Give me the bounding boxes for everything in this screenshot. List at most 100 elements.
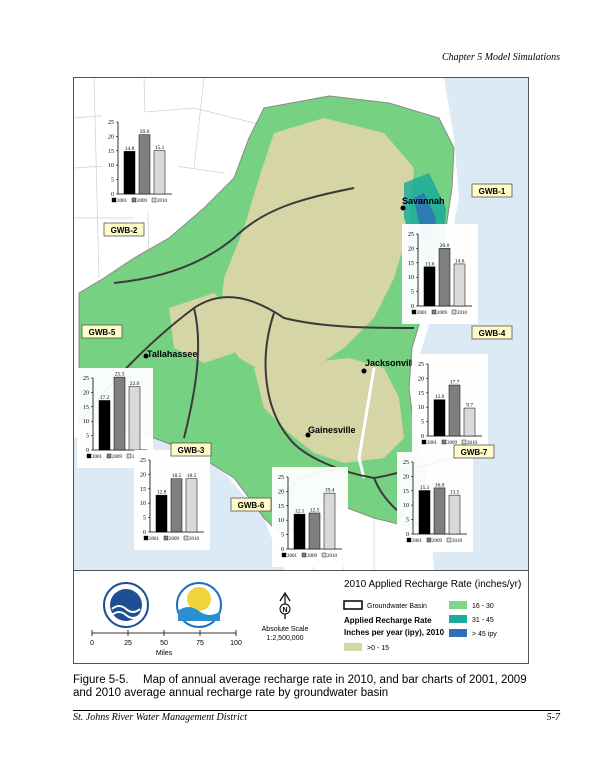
city-markers: Savannah Tallahassee Jacksonville Gaines… xyxy=(143,196,445,438)
basin-callout-text-gwb-6: GWB-6 xyxy=(238,501,265,510)
legend-swatch-gwb-7-2009 xyxy=(426,537,432,543)
y-tick-label-gwb-1-1: 5 xyxy=(411,290,414,296)
city-label-gainesville: Gainesville xyxy=(308,425,356,435)
basin-boundaries xyxy=(78,187,455,529)
bar-gwb-7-2009 xyxy=(433,487,446,535)
legend-label-gwb-2-2001: 2001 xyxy=(117,199,128,204)
y-tick-label-gwb-4-3: 15 xyxy=(418,391,424,397)
legend-label-gwb-6-2001: 2001 xyxy=(287,554,298,559)
partner-logo xyxy=(176,582,222,628)
legend-swatch-gwb-6-2009 xyxy=(301,552,307,558)
class-label-0: >0 - 15 xyxy=(367,645,389,652)
legend-label-gwb-4-2010: 2010 xyxy=(467,441,478,446)
y-tick-label-gwb-5-5: 25 xyxy=(83,376,89,382)
bar-gwb-4-2001 xyxy=(433,399,446,437)
legend-label-gwb-5-2009: 2009 xyxy=(112,455,123,460)
bar-gwb-6-2001 xyxy=(293,513,306,550)
basin-label-gwb-6: GWB-6 xyxy=(230,497,272,512)
data-label-gwb-6-2001: 12.1 xyxy=(295,509,305,515)
legend-label-gwb-4-2009: 2009 xyxy=(447,441,458,446)
y-tick-label-gwb-1-0: 0 xyxy=(411,304,414,310)
bar-gwb-5-2010 xyxy=(128,386,141,451)
y-tick-label-gwb-2-0: 0 xyxy=(111,192,114,198)
legend-label-gwb-3-2010: 2010 xyxy=(189,537,200,542)
y-tick-label-gwb-6-1: 5 xyxy=(281,533,284,539)
y-tick-label-gwb-2-4: 20 xyxy=(108,134,114,140)
y-tick-label-gwb-2-5: 25 xyxy=(108,120,114,126)
legend-swatch-gwb-1-2009 xyxy=(431,309,437,315)
scale-label: Absolute Scale xyxy=(262,626,309,633)
y-tick-label-gwb-4-5: 25 xyxy=(418,362,424,368)
st-johns-river xyxy=(357,367,376,479)
legend-label-gwb-7-2001: 2001 xyxy=(412,539,423,544)
low-recharge-zone-west xyxy=(169,293,239,363)
city-label-jacksonville: Jacksonville xyxy=(365,358,419,368)
y-tick-label-gwb-5-4: 20 xyxy=(83,390,89,396)
basin-callout-box-gwb-1 xyxy=(471,183,513,198)
city-dot-savannah xyxy=(400,205,406,211)
basin-callout-text-gwb-3: GWB-3 xyxy=(178,446,205,455)
data-label-gwb-3-2001: 12.8 xyxy=(157,490,167,496)
basin-callout-box-gwb-6 xyxy=(230,497,272,512)
basin-label-gwb-2: GWB-2 xyxy=(103,222,145,237)
data-label-gwb-2-2009: 20.6 xyxy=(140,129,150,135)
y-tick-label-gwb-3-1: 5 xyxy=(143,516,146,522)
y-tick-label-gwb-3-3: 15 xyxy=(140,487,146,493)
data-label-gwb-5-2009: 25.3 xyxy=(115,372,125,378)
y-tick-label-gwb-7-0: 0 xyxy=(406,532,409,538)
y-tick-label-gwb-7-3: 15 xyxy=(403,489,409,495)
y-tick-label-gwb-1-2: 10 xyxy=(408,275,414,281)
basin-callout-box-gwb-5 xyxy=(81,324,123,339)
y-tick-label-gwb-6-3: 15 xyxy=(278,504,284,510)
basin-label-gwb-3: GWB-3 xyxy=(170,442,212,457)
bar-gwb-1-2001 xyxy=(423,266,436,307)
y-tick-label-gwb-7-1: 5 xyxy=(406,518,409,524)
legend-swatch-gwb-7-2010 xyxy=(446,537,452,543)
city-dot-jacksonville xyxy=(361,368,367,374)
scale-unit: Miles xyxy=(156,650,173,657)
y-tick-label-gwb-6-5: 25 xyxy=(278,475,284,481)
low-recharge-zone-north xyxy=(219,118,414,378)
footer-rule xyxy=(73,710,560,711)
legend-swatch-gwb-6-2001 xyxy=(281,552,287,558)
city-dot-tallahassee xyxy=(143,353,149,359)
basin-legend-label: Groundwater Basin xyxy=(367,603,427,610)
basin-swatch xyxy=(343,600,363,610)
sjr-logo xyxy=(103,582,149,628)
bar-gwb-3-2001 xyxy=(155,494,168,533)
y-tick-label-gwb-4-1: 5 xyxy=(421,420,424,426)
data-label-gwb-4-2009: 17.7 xyxy=(450,380,460,386)
scale-tick-50: 50 xyxy=(160,640,168,647)
footer-organization: St. Johns River Water Management Distric… xyxy=(73,712,248,723)
chart-gwb-7: 0 5 10 15 20 25 15.1 16.0 13.5 2001 2009 2010 xyxy=(397,452,473,552)
chart-gwb-4: 0 5 10 15 20 25 12.6 17.7 9.7 2001 2009 2010 xyxy=(412,354,488,454)
class-label-2: 31 - 45 xyxy=(472,617,494,624)
legend-swatch-gwb-3-2010 xyxy=(183,535,189,541)
legend-label-gwb-5-2001: 2001 xyxy=(92,455,103,460)
y-tick-label-gwb-5-1: 5 xyxy=(86,434,89,440)
legend-label-gwb-6-2009: 2009 xyxy=(307,554,318,559)
chapter-header: Chapter 5 Model Simulations xyxy=(441,52,560,63)
y-tick-label-gwb-6-4: 20 xyxy=(278,489,284,495)
bar-gwb-7-2001 xyxy=(418,490,431,535)
legend-swatch-gwb-3-2001 xyxy=(143,535,149,541)
map-canvas: Savannah Tallahassee Jacksonville Gaines… xyxy=(74,78,528,570)
data-label-gwb-7-2009: 16.0 xyxy=(435,482,445,488)
scale-tick-25: 25 xyxy=(124,640,132,647)
recharge-map: Savannah Tallahassee Jacksonville Gaines… xyxy=(73,77,529,571)
data-label-gwb-1-2010: 14.6 xyxy=(455,258,465,264)
y-tick-label-gwb-3-2: 10 xyxy=(140,501,146,507)
bar-gwb-2-2009 xyxy=(138,134,151,195)
data-label-gwb-1-2009: 20.0 xyxy=(440,243,450,249)
city-label-tallahassee: Tallahassee xyxy=(147,349,197,359)
scale-tick-100: 100 xyxy=(230,640,242,647)
chart-gwb-3: 0 5 10 15 20 25 12.8 18.5 18.5 2001 2009 2010 xyxy=(134,450,210,550)
scale-tick-75: 75 xyxy=(196,640,204,647)
map-legend: 0 25 50 75 100 Miles N Absolute Scale 1:… xyxy=(73,570,529,664)
y-tick-label-gwb-2-1: 5 xyxy=(111,178,114,184)
basin-callout-box-gwb-7 xyxy=(453,444,495,459)
basin-label-gwb-5: GWB-5 xyxy=(81,324,123,339)
north-label: N xyxy=(282,607,287,614)
data-label-gwb-3-2010: 18.5 xyxy=(187,473,197,479)
y-tick-label-gwb-6-0: 0 xyxy=(281,547,284,553)
